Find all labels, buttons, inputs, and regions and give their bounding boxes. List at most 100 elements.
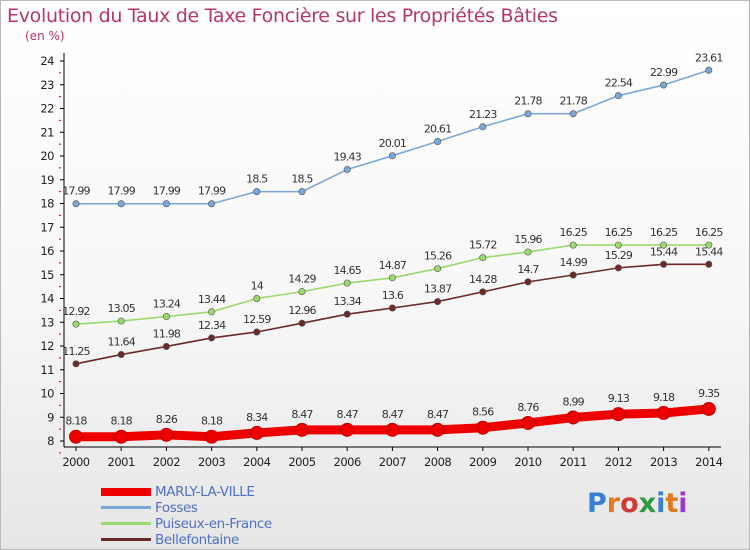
data-point xyxy=(298,188,306,196)
legend-swatch xyxy=(101,506,151,509)
data-label: 14.7 xyxy=(517,263,539,276)
data-label: 8.47 xyxy=(427,408,449,421)
chart-title: Evolution du Taux de Taxe Foncière sur l… xyxy=(7,5,558,27)
data-label: 14.87 xyxy=(379,259,407,272)
y-tick-label: 16 xyxy=(40,244,54,258)
data-label: 14 xyxy=(251,280,264,293)
data-point xyxy=(660,81,668,89)
data-label: 8.99 xyxy=(563,395,585,408)
data-point xyxy=(434,138,442,146)
data-label: 13.34 xyxy=(333,295,361,308)
data-label: 8.18 xyxy=(201,415,223,428)
data-point xyxy=(430,422,445,437)
data-label: 8.18 xyxy=(65,415,87,428)
data-label: 20.61 xyxy=(424,123,452,136)
data-point xyxy=(656,405,671,420)
data-label: 11.64 xyxy=(107,336,135,349)
data-point xyxy=(701,401,716,416)
data-point xyxy=(208,308,216,316)
legend-swatch xyxy=(101,522,151,525)
series-marly-la-ville: 8.18 8.18 8.26 8.18 8.34 8.47 8.47 8.47 8.47 8.56… xyxy=(65,387,721,444)
y-tick-label: 15 xyxy=(40,268,54,282)
data-point xyxy=(343,279,351,287)
data-label: 8.47 xyxy=(337,408,359,421)
y-unit-label: (en %) xyxy=(25,29,65,43)
data-label: 12.59 xyxy=(243,313,271,326)
data-label: 22.54 xyxy=(605,77,633,90)
data-label: 14.28 xyxy=(469,273,497,286)
data-label: 13.6 xyxy=(382,289,404,302)
legend-swatch xyxy=(101,488,151,496)
data-point xyxy=(434,298,442,306)
data-point xyxy=(566,410,581,425)
y-tick-label: 17 xyxy=(40,220,54,234)
data-label: 16.25 xyxy=(605,226,633,239)
data-label: 16.25 xyxy=(650,226,678,239)
data-label: 18.5 xyxy=(246,173,268,186)
data-label: 15.26 xyxy=(424,250,452,263)
data-point xyxy=(660,241,668,249)
data-point xyxy=(72,200,80,208)
y-tick-label: 20 xyxy=(40,149,54,163)
data-label: 14.99 xyxy=(559,256,587,269)
data-point xyxy=(204,429,219,444)
y-tick-label: 11 xyxy=(40,363,54,377)
data-label: 17.99 xyxy=(153,185,181,198)
data-point xyxy=(524,110,532,118)
data-point xyxy=(249,425,264,440)
data-label: 15.44 xyxy=(695,245,723,258)
data-point xyxy=(614,241,622,249)
x-tick-label: 2010 xyxy=(514,455,541,469)
x-tick-label: 2014 xyxy=(695,455,722,469)
data-label: 15.29 xyxy=(605,249,633,262)
data-label: 21.78 xyxy=(559,95,587,108)
data-point xyxy=(298,288,306,296)
x-tick-label: 2005 xyxy=(288,455,315,469)
y-tick-label: 10 xyxy=(40,387,54,401)
data-label: 13.87 xyxy=(424,283,452,296)
data-point xyxy=(343,310,351,318)
data-label: 16.25 xyxy=(559,226,587,239)
data-point xyxy=(162,313,170,321)
data-label: 13.05 xyxy=(107,302,135,315)
data-point xyxy=(253,328,261,336)
y-tick-label: 21 xyxy=(40,125,54,139)
data-point xyxy=(69,429,83,444)
legend-label: Bellefontaine xyxy=(155,532,239,548)
data-point xyxy=(208,334,216,342)
data-point xyxy=(524,248,532,256)
logo-letter: o xyxy=(620,488,639,519)
data-label: 19.43 xyxy=(333,151,361,164)
data-label: 12.34 xyxy=(198,319,226,332)
data-label: 16.25 xyxy=(695,226,723,239)
data-point xyxy=(117,351,125,359)
y-tick-label: 18 xyxy=(40,197,54,211)
legend-label: Puiseux-en-France xyxy=(155,516,272,532)
data-label: 20.01 xyxy=(379,137,407,150)
data-point xyxy=(117,317,125,325)
data-point xyxy=(388,304,396,312)
data-label: 9.13 xyxy=(608,392,630,405)
data-point xyxy=(295,422,309,437)
data-label: 11.98 xyxy=(153,327,181,340)
data-point xyxy=(479,288,487,296)
data-label: 17.99 xyxy=(107,185,135,198)
x-tick-label: 2011 xyxy=(560,455,587,469)
data-label: 15.44 xyxy=(650,245,678,258)
data-point xyxy=(614,264,622,272)
data-point xyxy=(162,200,170,208)
proxiti-logo: Proxiti xyxy=(587,488,688,519)
data-label: 11.25 xyxy=(62,345,90,358)
data-label: 14.29 xyxy=(288,273,316,286)
y-tick-label: 13 xyxy=(40,315,54,329)
data-point xyxy=(521,415,535,430)
y-tick-label: 8 xyxy=(47,434,54,448)
series-bellefontaine: 11.25 11.64 11.98 12.34 12.59 12.96 13.34 13.6 1… xyxy=(62,245,724,368)
data-label: 21.23 xyxy=(469,108,497,121)
x-tick-label: 2004 xyxy=(243,455,270,469)
logo-letter: P xyxy=(587,488,607,519)
data-point xyxy=(569,271,577,279)
data-label: 8.18 xyxy=(111,415,133,428)
